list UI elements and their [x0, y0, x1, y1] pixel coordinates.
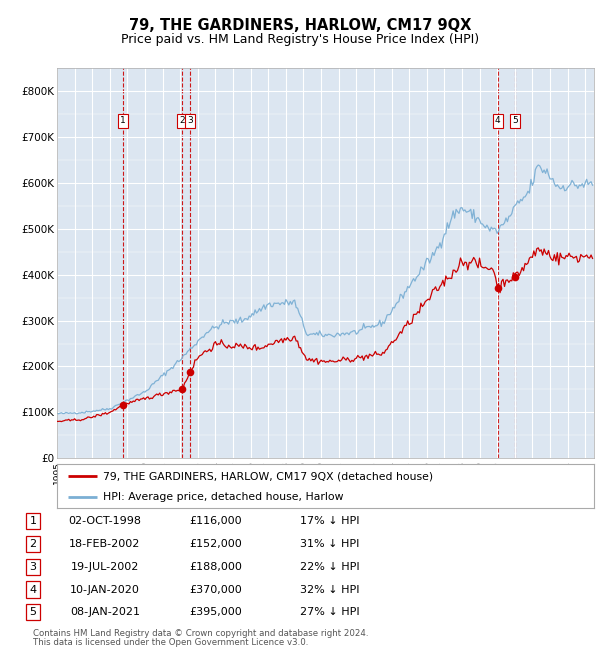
Text: 4: 4	[495, 116, 500, 125]
Text: £116,000: £116,000	[190, 516, 242, 526]
Text: 10-JAN-2020: 10-JAN-2020	[70, 584, 140, 595]
Text: 5: 5	[29, 607, 37, 618]
Text: 08-JAN-2021: 08-JAN-2021	[70, 607, 140, 618]
Text: 79, THE GARDINERS, HARLOW, CM17 9QX (detached house): 79, THE GARDINERS, HARLOW, CM17 9QX (det…	[103, 471, 433, 482]
Text: Contains HM Land Registry data © Crown copyright and database right 2024.: Contains HM Land Registry data © Crown c…	[33, 629, 368, 638]
Text: 2: 2	[29, 539, 37, 549]
Text: 31% ↓ HPI: 31% ↓ HPI	[301, 539, 359, 549]
Text: 18-FEB-2002: 18-FEB-2002	[70, 539, 140, 549]
Text: Price paid vs. HM Land Registry's House Price Index (HPI): Price paid vs. HM Land Registry's House …	[121, 32, 479, 46]
Text: 27% ↓ HPI: 27% ↓ HPI	[300, 607, 360, 618]
Text: £188,000: £188,000	[190, 562, 242, 572]
Text: 3: 3	[187, 116, 193, 125]
Text: HPI: Average price, detached house, Harlow: HPI: Average price, detached house, Harl…	[103, 492, 343, 502]
Text: 17% ↓ HPI: 17% ↓ HPI	[300, 516, 360, 526]
Text: 1: 1	[120, 116, 126, 125]
Text: 79, THE GARDINERS, HARLOW, CM17 9QX: 79, THE GARDINERS, HARLOW, CM17 9QX	[129, 18, 471, 33]
Text: £152,000: £152,000	[190, 539, 242, 549]
Text: 1: 1	[29, 516, 37, 526]
Text: 4: 4	[29, 584, 37, 595]
Text: 32% ↓ HPI: 32% ↓ HPI	[300, 584, 360, 595]
Text: 19-JUL-2002: 19-JUL-2002	[71, 562, 139, 572]
Text: £370,000: £370,000	[190, 584, 242, 595]
Text: 2: 2	[179, 116, 185, 125]
Text: £395,000: £395,000	[190, 607, 242, 618]
Text: 3: 3	[29, 562, 37, 572]
Text: 5: 5	[512, 116, 518, 125]
Text: 02-OCT-1998: 02-OCT-1998	[68, 516, 142, 526]
Text: 22% ↓ HPI: 22% ↓ HPI	[300, 562, 360, 572]
Text: This data is licensed under the Open Government Licence v3.0.: This data is licensed under the Open Gov…	[33, 638, 308, 647]
